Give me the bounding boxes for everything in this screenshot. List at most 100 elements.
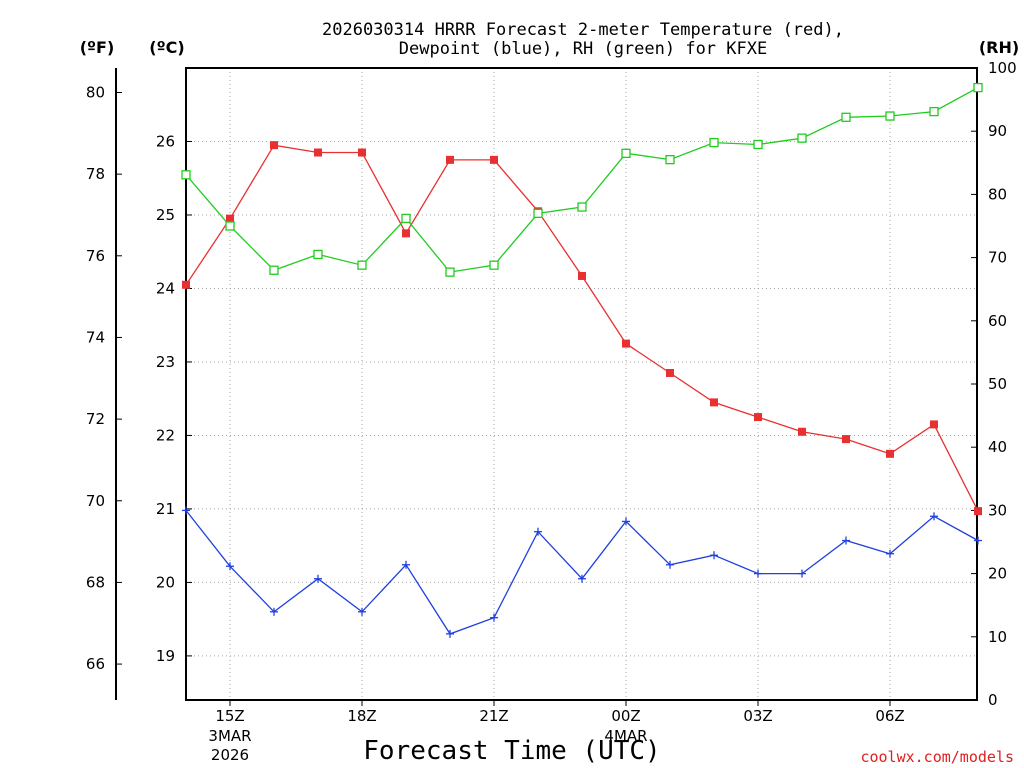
x-axis-label: Forecast Time (UTC): [363, 736, 660, 766]
fahrenheit-tick-label: 80: [86, 83, 105, 101]
fahrenheit-tick-label: 68: [86, 573, 105, 591]
celsius-tick-label: 21: [156, 500, 175, 518]
series-layer: [181, 82, 983, 638]
celsius-tick-label: 19: [156, 647, 175, 665]
celsius-tick-label: 22: [156, 426, 175, 444]
rh-point: [577, 202, 587, 212]
rh-tick-label: 0: [988, 691, 998, 709]
celsius-tick-label: 23: [156, 353, 175, 371]
temperature-point: [270, 141, 278, 150]
fahrenheit-tick-label: 70: [86, 492, 105, 510]
rh-tick-label: 100: [988, 59, 1017, 77]
dewpoint-point: [622, 517, 630, 526]
rh-point: [841, 112, 851, 122]
temperature-point: [446, 155, 454, 164]
rh-point: [445, 267, 455, 277]
dewpoint-point: [710, 551, 718, 560]
rh-point: [753, 139, 763, 150]
axes: 66 68 70 72 74 76 78 80 19 20 21 22 23 24 25 26 0 10 20 30 4…: [86, 59, 1017, 764]
rh-line: [185, 87, 979, 273]
temperature-point: [226, 214, 234, 223]
celsius-tick-label: 25: [156, 206, 175, 224]
rh-tick-label: 10: [988, 628, 1007, 646]
temperature-point: [358, 148, 366, 157]
x-tick-label: 18Z: [347, 707, 376, 725]
temperature-point: [930, 420, 938, 429]
x-tick-date-label: 3MAR: [208, 727, 251, 745]
celsius-tick-label: 20: [156, 573, 175, 591]
x-tick-date-label: 2026: [211, 746, 249, 764]
rh-point: [533, 208, 543, 219]
dewpoint-point: [534, 527, 542, 536]
rh-tick-label: 80: [988, 185, 1007, 203]
dewpoint-line: [185, 509, 979, 635]
celsius-tick-label: 24: [156, 279, 175, 297]
dewpoint-point: [182, 506, 190, 515]
temperature-point: [314, 148, 322, 157]
chart-title-line1: 2026030314 HRRR Forecast 2-meter Tempera…: [322, 20, 844, 40]
rh-point: [621, 148, 631, 158]
rh-point: [313, 249, 323, 260]
rh-point: [225, 221, 235, 231]
grid-lines: [186, 68, 977, 700]
x-tick-label: 15Z: [215, 707, 244, 725]
dewpoint-point: [578, 574, 586, 583]
dewpoint-point: [490, 613, 498, 622]
rh-point: [665, 154, 675, 165]
rh-point: [709, 137, 719, 148]
plot-frame: [185, 67, 978, 701]
dewpoint-point: [798, 569, 806, 578]
fahrenheit-unit-label: (ºF): [80, 38, 115, 57]
dewpoint-point: [270, 607, 278, 616]
temperature-point: [886, 449, 894, 458]
temperature-point: [182, 280, 190, 289]
x-tick-label: 00Z: [611, 707, 640, 725]
rh-unit-label: (RH): [979, 38, 1019, 57]
chart-title-line2: Dewpoint (blue), RH (green) for KFXE: [399, 39, 767, 59]
x-tick-label: 03Z: [743, 707, 772, 725]
rh-point: [181, 170, 191, 180]
temperature-point: [710, 398, 718, 407]
temperature-point: [754, 413, 762, 422]
dewpoint-point: [402, 560, 410, 569]
dewpoint-point: [226, 562, 234, 571]
temperature-point: [490, 155, 498, 164]
rh-point: [929, 106, 939, 117]
dewpoint-point: [446, 629, 454, 638]
dewpoint-point: [930, 512, 938, 521]
fahrenheit-tick-label: 72: [86, 410, 105, 428]
dewpoint-point: [974, 536, 982, 545]
x-tick-label: 21Z: [479, 707, 508, 725]
fahrenheit-tick-label: 78: [86, 165, 105, 183]
rh-tick-label: 90: [988, 122, 1007, 140]
fahrenheit-tick-label: 76: [86, 247, 105, 265]
rh-tick-label: 50: [988, 375, 1007, 393]
rh-tick-label: 40: [988, 438, 1007, 456]
temperature-point: [402, 229, 410, 238]
celsius-tick-label: 26: [156, 132, 175, 150]
rh-point: [357, 260, 367, 270]
rh-point: [797, 133, 807, 143]
dewpoint-point: [886, 549, 894, 558]
temperature-line: [185, 144, 979, 512]
x-tick-label: 06Z: [875, 707, 904, 725]
temperature-point: [666, 368, 674, 377]
temperature-point: [798, 427, 806, 436]
credit-text: coolwx.com/models: [860, 748, 1014, 766]
temperature-point: [842, 435, 850, 444]
dewpoint-point: [842, 536, 850, 545]
fahrenheit-tick-label: 74: [86, 328, 105, 346]
celsius-unit-label: (ºC): [149, 38, 184, 57]
rh-point: [401, 213, 411, 224]
temperature-point: [578, 271, 586, 280]
temperature-point: [622, 339, 630, 348]
rh-point: [489, 260, 499, 270]
dewpoint-point: [314, 574, 322, 583]
rh-point: [973, 82, 983, 93]
rh-tick-label: 60: [988, 312, 1007, 330]
dewpoint-point: [358, 607, 366, 616]
rh-point: [269, 265, 279, 275]
dewpoint-point: [666, 560, 674, 569]
rh-tick-label: 70: [988, 249, 1007, 267]
